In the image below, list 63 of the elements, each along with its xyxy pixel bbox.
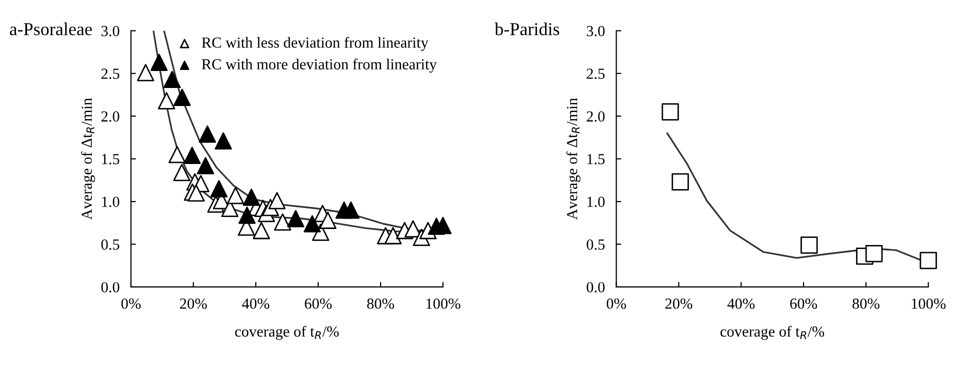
y-tick-label: 0.0 <box>586 282 605 292</box>
x-tick-label: 100% <box>912 298 946 309</box>
y-tick-label: 1.0 <box>102 196 120 208</box>
y-tick-label: 0.5 <box>101 239 120 250</box>
x-tick-label: 20% <box>665 298 692 309</box>
point <box>865 245 883 262</box>
x-tick-label: 100% <box>426 298 460 309</box>
point <box>164 70 181 88</box>
point <box>920 252 937 270</box>
y-tick-label: 1.0 <box>587 196 605 208</box>
point <box>342 201 360 219</box>
point <box>174 88 191 106</box>
point <box>319 212 336 229</box>
y-tick-label: 3.0 <box>101 26 120 36</box>
y-tick-label: 1.5 <box>102 154 120 164</box>
point <box>158 92 176 110</box>
y-tick-label: 2.0 <box>586 111 605 122</box>
point <box>137 64 154 82</box>
point <box>252 222 270 240</box>
point <box>196 157 214 174</box>
x-tick-label: 80% <box>852 298 880 309</box>
y-tick-label: 2.0 <box>101 111 120 122</box>
point <box>287 210 304 228</box>
y-tick-label: 2.5 <box>586 68 605 79</box>
point <box>384 227 402 244</box>
y-tick-label: 1.5 <box>587 154 605 164</box>
point <box>184 146 201 164</box>
legend-label: RC with less deviation from linearity <box>202 36 428 51</box>
y-axis-title: Average of Δt$_{R}$/min <box>80 98 96 220</box>
point <box>274 213 292 231</box>
x-tick-label: 40% <box>242 298 270 309</box>
point <box>173 164 190 182</box>
chart-title: b-Paridis <box>494 22 560 36</box>
point <box>242 188 260 206</box>
x-tick-label: 60% <box>790 298 818 309</box>
point <box>214 132 232 150</box>
point <box>150 54 168 71</box>
x-tick-label: 20% <box>180 298 207 309</box>
x-tick-label: 80% <box>367 298 394 309</box>
x-tick-label: 0% <box>606 298 626 309</box>
point <box>226 186 244 204</box>
point <box>168 146 186 164</box>
x-axis-title: coverage of t$_{R}$/% <box>235 326 339 340</box>
point <box>198 125 216 143</box>
point <box>662 103 679 120</box>
x-tick-label: 0% <box>121 298 141 309</box>
y-tick-label: 0.0 <box>101 282 120 292</box>
point <box>672 173 689 191</box>
legend-label: RC with more deviation from linearity <box>202 58 437 73</box>
point <box>188 184 205 202</box>
point <box>800 236 818 254</box>
y-tick-label: 0.5 <box>586 239 605 250</box>
y-tick-label: 2.5 <box>101 68 120 79</box>
point <box>268 192 286 210</box>
point <box>238 206 256 224</box>
y-axis-title: Average of Δt$_{R}$/min <box>566 98 580 220</box>
point <box>304 215 321 232</box>
x-axis-title: coverage of t$_{R}$/% <box>720 326 824 340</box>
point <box>210 180 228 198</box>
y-tick-label: 3.0 <box>586 26 605 36</box>
x-tick-label: 60% <box>304 298 332 309</box>
x-tick-label: 40% <box>727 298 755 309</box>
chart-title: a-Psoraleae <box>10 22 92 36</box>
